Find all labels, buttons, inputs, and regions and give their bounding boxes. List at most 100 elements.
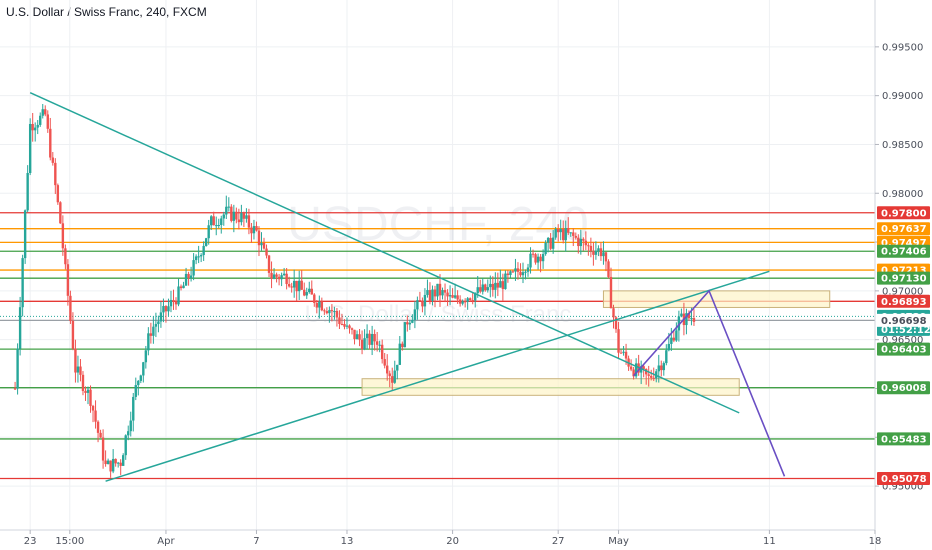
candle-body [164, 305, 168, 312]
candle-body [423, 294, 427, 307]
chart-title: U.S. Dollar / Swiss Franc, 240, FXCM [6, 5, 207, 19]
candle-body [54, 162, 57, 186]
candle-body [426, 290, 429, 295]
candle-body [61, 223, 65, 249]
candle-body [489, 283, 492, 288]
candle-body [375, 341, 379, 345]
candle-body [685, 313, 688, 326]
candle-body [564, 228, 567, 241]
candle-body [162, 305, 165, 313]
candle-body [509, 271, 512, 276]
level-badge-label: 0.96008 [881, 383, 927, 394]
candle-body [89, 389, 92, 406]
candle-body [310, 288, 313, 295]
price-axis[interactable]: 0.995000.990000.985000.980000.975000.970… [874, 0, 932, 550]
candle-body [227, 206, 231, 208]
price-tick-label: 0.99000 [882, 91, 923, 102]
time-axis[interactable]: 23 15:00 Apr 7 13 20 27 May 11 18 [0, 529, 881, 550]
candle-body [660, 365, 663, 371]
candle-body [245, 215, 248, 219]
candle-body [396, 364, 399, 371]
candle-body [496, 282, 500, 288]
candle-body [481, 284, 484, 292]
candle-body [350, 328, 354, 330]
candle-body [617, 329, 620, 353]
candle-body [320, 301, 324, 311]
candle-body [579, 238, 583, 247]
candle-body [584, 240, 588, 246]
level-badge-bg [877, 294, 930, 308]
candle-body [187, 273, 190, 278]
candle-body [599, 248, 603, 257]
candle-body [184, 273, 188, 286]
level-badge-label: 0.96893 [881, 297, 927, 308]
candle-body [298, 280, 301, 292]
candle-body [56, 185, 60, 203]
candle-body [690, 318, 693, 320]
candle-body [122, 455, 125, 466]
drawings [29, 92, 786, 482]
candle-body [340, 323, 344, 325]
candle-body [441, 290, 444, 296]
candle-body [280, 275, 283, 280]
level-badge-bg [877, 271, 930, 285]
candle-body [290, 286, 293, 288]
level-badge-label: 0.97213 [881, 266, 927, 277]
candle-body [129, 420, 132, 432]
candle-body [119, 462, 122, 466]
candle-body [230, 206, 233, 221]
candle-body [36, 124, 39, 128]
candle-body [18, 307, 22, 349]
candle-body [594, 250, 598, 255]
level-badge-label: 0.97637 [881, 224, 927, 235]
candle-body [338, 317, 341, 324]
candle-body [313, 294, 316, 303]
candle-body [657, 365, 660, 372]
candle-body [602, 252, 605, 257]
candle-body [137, 380, 140, 386]
candle-body [541, 254, 545, 262]
zone-rect [602, 290, 831, 308]
candle-body [139, 375, 143, 381]
candle-body [74, 348, 77, 373]
candle-body [549, 237, 552, 249]
candle-body [262, 242, 266, 249]
time-tick-label: May [608, 536, 629, 547]
candle-body [300, 280, 303, 290]
candle-body [494, 282, 497, 290]
level-badge-label: 0.95483 [881, 434, 927, 445]
candle-body [59, 202, 62, 224]
candle-body [49, 128, 52, 158]
candle-body [501, 281, 505, 290]
candle-body [516, 268, 520, 272]
candle-body [270, 272, 273, 279]
candle-body [323, 310, 326, 312]
candle-body [574, 235, 577, 238]
level-badge-bg [877, 244, 930, 258]
candle-body [592, 251, 595, 255]
candle-body [169, 299, 173, 307]
level-badge-label: 0.97406 [881, 247, 927, 258]
candle-body [267, 255, 271, 273]
candles [13, 103, 696, 478]
candle-body [220, 218, 223, 226]
candle-body [31, 123, 34, 131]
candle-body [650, 375, 653, 378]
candle-body [333, 310, 336, 312]
candle-body [556, 228, 560, 233]
candle-body [428, 290, 432, 301]
candle-body [604, 252, 608, 262]
countdown-label: 01:52:12 [881, 325, 931, 336]
candle-body [51, 157, 55, 163]
candle-body [255, 226, 258, 231]
candle-body [28, 123, 32, 173]
candle-body [619, 352, 623, 354]
time-tick-label: 15:00 [55, 536, 84, 547]
candle-body [192, 260, 195, 276]
candle-body [506, 273, 510, 276]
time-tick-label: 11 [763, 536, 776, 547]
candle-body [529, 253, 532, 268]
candle-body [308, 288, 311, 293]
level-badge-label: 0.96698 [881, 316, 927, 327]
